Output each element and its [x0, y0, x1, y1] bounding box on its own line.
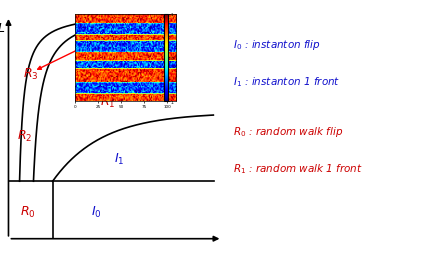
Text: $I_0$ : instanton flip: $I_0$ : instanton flip [233, 38, 321, 52]
Text: $R_1$ : random walk 1 front: $R_1$ : random walk 1 front [233, 161, 363, 175]
Text: $R_3$: $R_3$ [23, 67, 38, 82]
Text: $I_1$ : instanton 1 front: $I_1$ : instanton 1 front [233, 75, 340, 89]
Text: $R_2$: $R_2$ [17, 128, 33, 144]
Text: $R_1$: $R_1$ [100, 94, 115, 109]
Text: $L$: $L$ [0, 22, 5, 35]
Text: $I_0$: $I_0$ [91, 204, 102, 219]
Text: $\beta = 1/\epsilon$: $\beta = 1/\epsilon$ [176, 252, 216, 254]
Text: $I_1$: $I_1$ [114, 151, 124, 166]
Text: $R_0$: $R_0$ [20, 204, 36, 219]
Text: $R_0$ : random walk flip: $R_0$ : random walk flip [233, 124, 343, 138]
